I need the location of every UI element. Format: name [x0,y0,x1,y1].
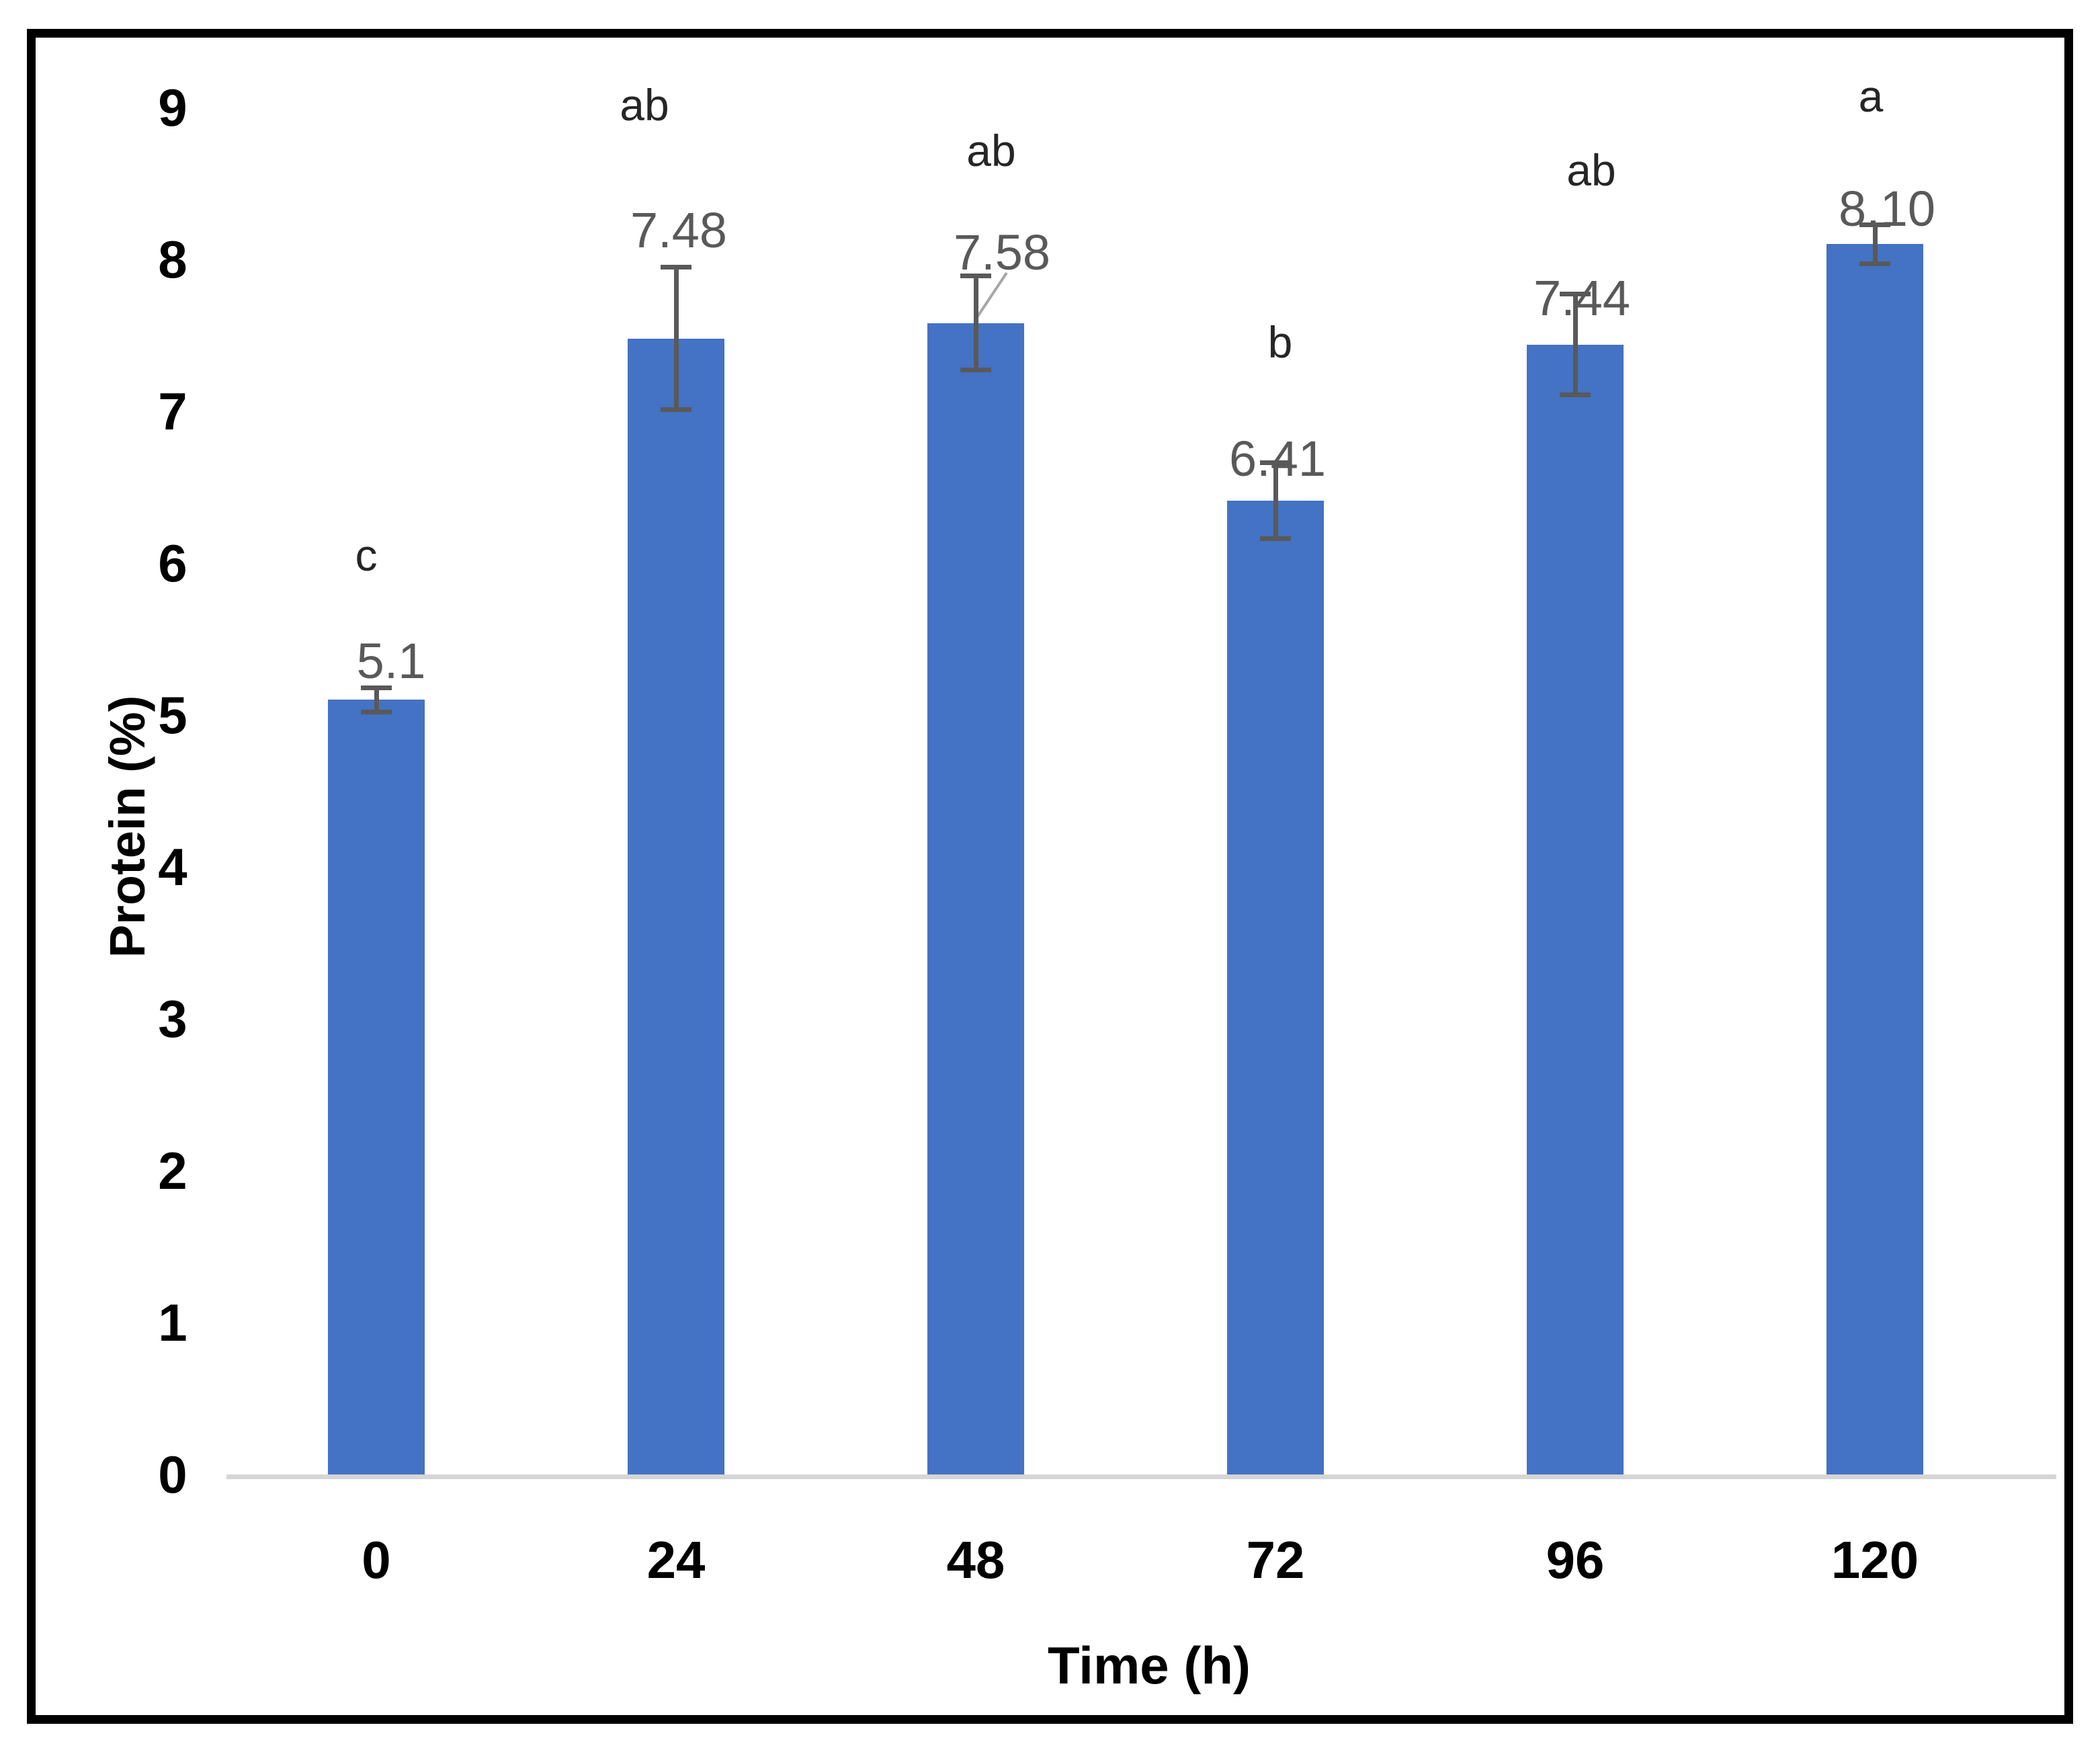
x-tick-label-48: 48 [946,1530,1005,1589]
error-bar-bottom-cap [1260,536,1291,542]
error-bar-bottom-cap [960,368,991,373]
x-axis-title: Time (h) [1048,1636,1251,1695]
x-tick-label-72: 72 [1246,1530,1305,1589]
data-label-72h: 6.41 [1228,431,1327,487]
y-tick-label-2: 2 [158,1141,187,1200]
error-bar-line [1872,224,1878,264]
bar-72h [1227,501,1324,1474]
data-label-120h: 8.10 [1838,181,1936,237]
error-bar-bottom-cap [661,407,691,413]
bar-0h [328,700,425,1474]
significance-letter-24h: ab [620,80,669,130]
x-tick-label-96: 96 [1546,1530,1605,1589]
error-bar-top-cap [1859,222,1890,227]
error-bar-line [973,276,978,370]
error-bar-top-cap [1260,460,1291,466]
y-tick-label-4: 4 [158,837,187,897]
error-bar-top-cap [361,685,392,690]
y-axis-title: Protein (%) [99,695,155,958]
bar-48h [927,323,1024,1474]
x-tick-label-24: 24 [646,1530,706,1589]
data-label-0h: 5.1 [356,633,426,689]
error-bar-top-cap [661,264,691,269]
error-bar-bottom-cap [1859,261,1890,267]
error-bar-line [1572,294,1578,395]
significance-letter-96h: ab [1566,145,1616,195]
significance-letter-48h: ab [966,126,1016,175]
data-label-48h: 7.58 [953,224,1051,280]
y-tick-label-5: 5 [158,685,187,745]
bar-24h [628,338,724,1474]
significance-letter-72h: b [1267,317,1293,367]
significance-letter-120h: a [1858,71,1884,121]
data-label-96h: 7.44 [1533,270,1631,326]
x-tick-label-120: 120 [1831,1530,1919,1589]
error-bar-line [1273,462,1278,539]
y-tick-label-8: 8 [158,230,187,289]
error-bar-line [374,688,379,712]
x-tick-label-0: 0 [362,1530,391,1589]
y-tick-label-6: 6 [158,534,187,593]
x-axis-line [226,1474,2056,1479]
error-bar-line [673,267,679,410]
y-tick-label-7: 7 [158,382,187,441]
error-bar-bottom-cap [361,709,392,714]
error-bar-bottom-cap [1560,392,1591,397]
error-bar-top-cap [960,274,991,279]
y-tick-label-0: 0 [158,1445,187,1504]
bar-120h [1826,244,1923,1474]
error-bar-top-cap [1560,292,1591,297]
y-tick-label-9: 9 [158,78,187,137]
significance-letter-0h: c [355,530,378,580]
bar-96h [1527,344,1624,1474]
y-tick-label-1: 1 [158,1293,187,1352]
y-tick-label-3: 3 [158,989,187,1048]
data-label-24h: 7.48 [630,202,728,258]
